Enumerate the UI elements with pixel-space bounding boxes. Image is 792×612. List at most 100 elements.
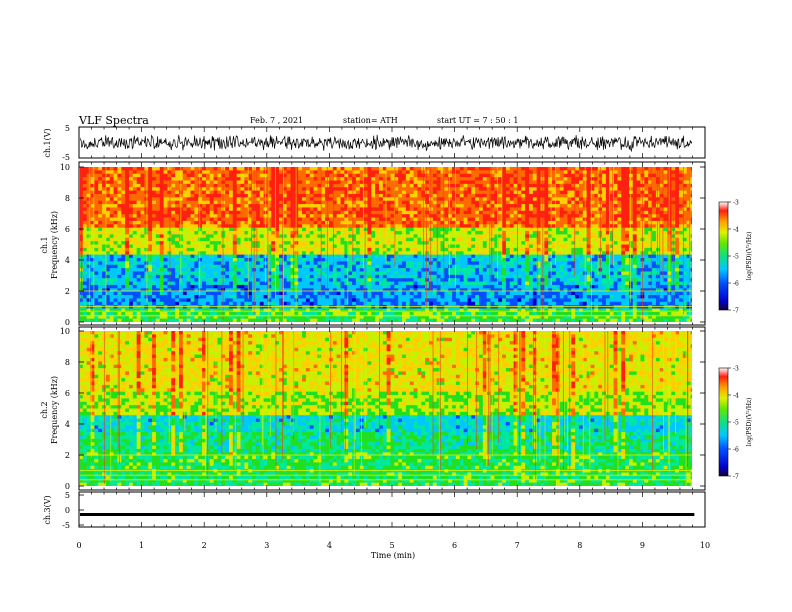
ch1-spectrogram-cell [259, 214, 265, 218]
ch1-spectrogram-cell [290, 217, 295, 222]
ch1-spectrogram-cell [363, 167, 368, 171]
ch1-spectrogram-cell [313, 170, 318, 175]
ch1-spectrogram-cell [352, 180, 357, 185]
ch1-spectrogram-cell [352, 224, 357, 229]
ch1-spectrogram-cell [340, 187, 345, 191]
ch1-spectrogram-cell [236, 187, 241, 191]
ch1-spectrogram-cell [348, 210, 353, 215]
ch1-spectrogram-cell [321, 278, 326, 282]
ch1-spectrogram-cell [105, 305, 111, 309]
ch1-spectrogram-cell [267, 308, 272, 313]
ch1-spectrogram-cell [82, 200, 88, 205]
ch1-spectrogram-cell [340, 281, 345, 286]
ch1-spectrogram-cell [125, 291, 130, 296]
ch1-spectrogram-cell [125, 237, 130, 242]
ch1-spectrogram-cell [98, 254, 103, 259]
ch1-spectrogram-cell [286, 187, 291, 191]
ch1-spectrogram-cell [494, 220, 499, 225]
ch1-spectrogram-cell [467, 278, 472, 282]
ch1-spectrogram-cell [328, 224, 334, 229]
ch1-spectrogram-cell [459, 284, 464, 289]
ch1-spectrogram-cell [132, 200, 138, 205]
ch1-spectrogram-cell [144, 284, 149, 289]
ch1-spectrogram-cell [155, 220, 161, 225]
ch1-spectrogram-cell [236, 274, 241, 279]
ch1-spectrogram-cell [86, 210, 91, 215]
ch1-spectrogram-cell [409, 301, 414, 306]
ch1-spectrogram-cell [94, 268, 99, 272]
ch1-spectrogram-cell [140, 207, 145, 212]
ch1-spectrogram-cell [175, 308, 180, 313]
ch1-spectrogram-cell [463, 318, 468, 322]
ch1-spectrogram-cell [282, 264, 288, 269]
ch1-spectrogram-cell [259, 190, 265, 195]
ch1-spectrogram-cell [121, 217, 126, 222]
ch1-spectrogram-cell [140, 237, 145, 242]
ch1-spectrogram-cell [352, 318, 357, 322]
ch1-spectrogram-cell [463, 167, 468, 171]
ch1-spectrogram-cell [205, 274, 211, 279]
ch1-spectrogram-cell [82, 220, 88, 225]
ch1-spectrogram-cell [425, 187, 430, 191]
ch1-spectrogram-cell [486, 311, 491, 316]
ch1-spectrogram-cell [340, 241, 345, 245]
ch1-spectrogram-cell [286, 220, 291, 225]
ch1-spectrogram-cell [171, 187, 176, 191]
ch1-spectrogram-cell [359, 173, 365, 178]
ch1-spectrogram-cell [290, 224, 295, 229]
ch1-spectrogram-cell [217, 305, 222, 309]
ch1-spectrogram-cell [113, 284, 118, 289]
ch1-spectrogram-cell [486, 180, 491, 185]
ch1-spectrogram-cell [278, 204, 284, 208]
ch1-spectrogram-cell [352, 295, 357, 299]
ch1-spectrogram-cell [475, 177, 480, 181]
ch1-spectrogram-cell [213, 210, 218, 215]
ch1-spectrogram-cell [90, 214, 95, 218]
ch1-spectrogram-cell [455, 167, 461, 171]
ch1-spectrogram-cell [394, 278, 399, 282]
ch1-spectrogram-cell [202, 190, 207, 195]
ch1-spectrogram-cell [82, 284, 88, 289]
ch1-spectrogram-cell [244, 315, 249, 320]
ch1-spectrogram-cell [336, 308, 341, 313]
ch1-spectrogram-cell [236, 315, 241, 320]
ch1-spectrogram-cell [305, 271, 311, 276]
ch1-spectrogram-cell [444, 224, 449, 229]
ch1-spectrogram-cell [382, 200, 388, 205]
ch1-spectrogram-cell [363, 264, 368, 269]
ch1-spectrogram-cell [390, 281, 395, 286]
ch1-spectrogram-cell [255, 311, 261, 316]
ch1-spectrogram-cell [136, 264, 141, 269]
ch1-spectrogram-cell [129, 318, 134, 322]
ch1-spectrogram-cell [155, 284, 161, 289]
ch1-spectrogram-cell [163, 274, 168, 279]
ch1-spectrogram-cell [348, 244, 353, 249]
ch1-spectrogram-cell [198, 281, 203, 286]
ch1-spectrogram-cell [209, 200, 215, 205]
ch1-spectrogram-cell [471, 200, 476, 205]
ch1-spectrogram-cell [298, 305, 303, 309]
ch1-spectrogram-cell [490, 295, 495, 299]
ch1-spectrogram-cell [209, 227, 215, 232]
ch1-spectrogram-cell [102, 183, 107, 188]
ch1-spectrogram-cell [182, 183, 188, 188]
ch1-spectrogram-cell [98, 210, 103, 215]
ch1-spectrogram-cell [375, 318, 380, 322]
ch1-spectrogram-cell [340, 210, 345, 215]
ch1-spectrogram-cell [217, 234, 222, 239]
ch1-spectrogram-cell [375, 244, 380, 249]
ch1-spectrogram-cell [125, 268, 130, 272]
ch1-spectrogram-cell [228, 244, 234, 249]
ch1-spectrogram-cell [225, 237, 230, 242]
ch1-spectrogram-cell [321, 288, 326, 293]
ch1-spectrogram-cell [405, 288, 411, 293]
ch1-spectrogram-cell [382, 315, 388, 320]
ch1-spectrogram-cell [344, 271, 349, 276]
ch1-spectrogram-cell [90, 288, 95, 293]
ch1-spectrogram-cell [202, 234, 207, 239]
ch1-spectrogram-cell [125, 241, 130, 245]
ch1-spectrogram-cell [298, 173, 303, 178]
ch1-spectrogram-cell [82, 291, 88, 296]
ch1-spectrogram-cell [86, 254, 91, 259]
ch1-spectrogram-cell [359, 251, 365, 256]
